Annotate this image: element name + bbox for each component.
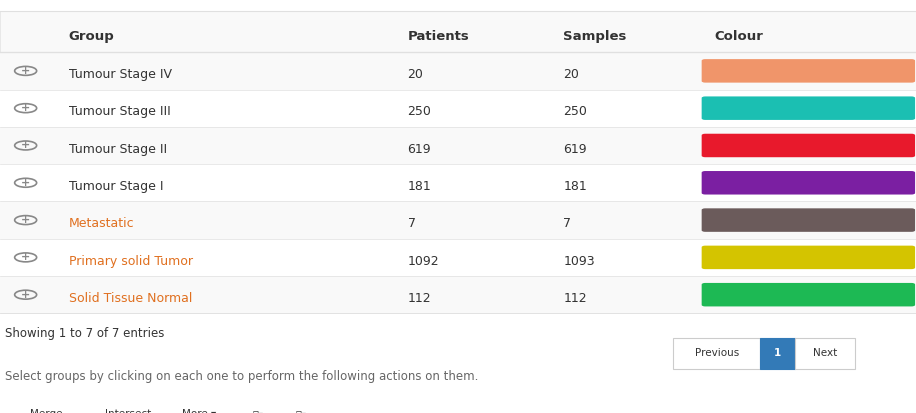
- Text: Showing 1 to 7 of 7 entries: Showing 1 to 7 of 7 entries: [5, 328, 164, 340]
- Bar: [0, 52, 916, 90]
- Text: +: +: [21, 103, 30, 113]
- Text: 20: 20: [408, 68, 423, 81]
- Bar: [0, 90, 916, 127]
- Text: +: +: [21, 140, 30, 150]
- Bar: [797, 399, 889, 413]
- FancyBboxPatch shape: [702, 208, 915, 232]
- Text: 112: 112: [563, 292, 587, 305]
- Bar: [281, 399, 320, 413]
- Text: Primary solid Tumor: Primary solid Tumor: [69, 254, 192, 268]
- FancyBboxPatch shape: [702, 96, 915, 120]
- Text: Merge: Merge: [30, 409, 62, 413]
- Text: Select groups by clicking on each one to perform the following actions on them.: Select groups by clicking on each one to…: [5, 370, 478, 383]
- Text: Group: Group: [69, 30, 114, 43]
- Text: 250: 250: [408, 105, 431, 119]
- Bar: [0, 164, 916, 202]
- Bar: [673, 337, 760, 369]
- Text: ✖ Remove: ✖ Remove: [812, 409, 865, 413]
- Text: Previous: Previous: [694, 349, 739, 358]
- Bar: [889, 399, 909, 413]
- Bar: [760, 337, 795, 369]
- Bar: [78, 399, 160, 413]
- Bar: [5, 399, 73, 413]
- Bar: [0, 276, 916, 313]
- Text: Metastatic: Metastatic: [69, 217, 135, 230]
- FancyBboxPatch shape: [702, 134, 915, 157]
- Text: 619: 619: [408, 143, 431, 156]
- Text: Patients: Patients: [408, 30, 469, 43]
- Text: Samples: Samples: [563, 30, 627, 43]
- Bar: [0, 239, 916, 276]
- Text: 619: 619: [563, 143, 587, 156]
- Bar: [0, 202, 916, 239]
- Text: +: +: [21, 178, 30, 188]
- Text: Tumour Stage I: Tumour Stage I: [69, 180, 163, 193]
- Text: +: +: [21, 215, 30, 225]
- Text: 1: 1: [774, 349, 781, 358]
- Bar: [165, 399, 234, 413]
- Text: 1093: 1093: [563, 254, 595, 268]
- FancyBboxPatch shape: [702, 246, 915, 269]
- Text: Solid Tissue Normal: Solid Tissue Normal: [69, 292, 192, 305]
- Circle shape: [13, 411, 29, 413]
- FancyBboxPatch shape: [702, 171, 915, 195]
- Text: Colour: Colour: [714, 30, 763, 43]
- Text: Tumour Stage II: Tumour Stage II: [69, 143, 167, 156]
- Text: 7: 7: [563, 217, 572, 230]
- Bar: [795, 337, 855, 369]
- Text: 20: 20: [563, 68, 579, 81]
- FancyBboxPatch shape: [702, 283, 915, 306]
- Text: +: +: [21, 66, 30, 76]
- Bar: [238, 399, 277, 413]
- Bar: [0, 127, 916, 164]
- Bar: [0, 11, 916, 52]
- Text: 181: 181: [563, 180, 587, 193]
- Text: 1092: 1092: [408, 254, 440, 268]
- Text: +: +: [21, 252, 30, 262]
- Text: Intersect: Intersect: [105, 409, 151, 413]
- Text: 112: 112: [408, 292, 431, 305]
- Text: 250: 250: [563, 105, 587, 119]
- Text: ▾: ▾: [896, 409, 901, 413]
- Text: More ▾: More ▾: [182, 409, 216, 413]
- Text: Tumour Stage III: Tumour Stage III: [69, 105, 170, 119]
- Text: +: +: [21, 290, 30, 300]
- FancyBboxPatch shape: [702, 59, 915, 83]
- Text: 🔑▾: 🔑▾: [295, 409, 306, 413]
- Text: Next: Next: [812, 349, 837, 358]
- Text: 📂▾: 📂▾: [252, 409, 263, 413]
- Text: 7: 7: [408, 217, 416, 230]
- Text: Tumour Stage IV: Tumour Stage IV: [69, 68, 171, 81]
- Text: 181: 181: [408, 180, 431, 193]
